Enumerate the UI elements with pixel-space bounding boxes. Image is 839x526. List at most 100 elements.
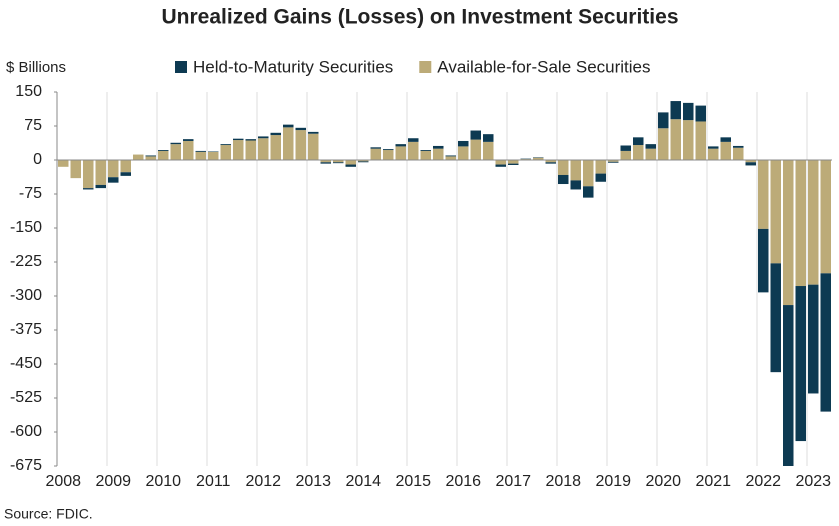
bar-segment [733,145,744,148]
bar-segment [170,144,181,160]
bar-segment [95,160,106,185]
bar-segment [745,162,756,166]
y-tick-label: -75 [19,185,42,202]
bar-segment [58,160,69,167]
bar-segment [570,160,581,181]
bar-segment [245,139,256,141]
legend-swatch [175,61,187,73]
bar-segment [470,139,481,160]
bar-segment [770,160,781,264]
bar-segment [370,147,381,149]
bar-segment [783,160,794,306]
bar-segment [270,135,281,160]
x-tick-label: 2022 [745,473,781,490]
bar-segment [695,121,706,160]
y-tick-label: 75 [24,117,42,134]
bar-segment [808,284,819,394]
bar-segment [745,160,756,163]
y-axis-label: $ Billions [6,59,66,76]
bar-segment [758,160,769,229]
bar-segment [620,145,631,151]
y-tick-label: 0 [33,151,42,168]
bar-segment [620,150,631,160]
x-tick-label: 2012 [245,473,281,490]
bar-segment [195,151,206,160]
bar-segment [320,162,331,164]
bar-segment [158,150,169,160]
x-tick-label: 2020 [645,473,681,490]
bar-segment [733,147,744,160]
bar-segment [370,148,381,160]
bar-segment [670,101,681,120]
bar-segment [108,160,119,178]
bar-segment [645,144,656,149]
bar-segment [770,263,781,373]
x-tick-label: 2019 [595,473,631,490]
bar-segment [183,139,194,141]
bar-segment [795,286,806,442]
bar-segment [545,162,556,164]
bar-segment [333,160,344,163]
bar-segment [295,130,306,160]
source: Source: FDIC. [4,506,93,522]
x-tick-label: 2021 [695,473,731,490]
y-tick-label: -450 [10,355,42,372]
bar-segment [445,156,456,160]
bar-segment [495,160,506,165]
bar-segment [83,188,94,190]
bar-segment [720,137,731,142]
bar-segment [595,173,606,182]
x-tick-label: 2011 [196,473,231,490]
x-tick-label: 2010 [145,473,181,490]
bar-segment [195,150,206,152]
bar-segment [345,164,356,167]
bar-segment [820,273,831,412]
y-tick-label: -225 [10,253,42,270]
bar-segment [645,148,656,160]
bar-segment [383,150,394,160]
bar-segment [483,134,494,142]
bar-segment [358,161,369,163]
bar-segment [158,150,169,151]
bar-segment [433,145,444,149]
bar-segment [408,138,419,142]
bar-segment [208,151,219,160]
bar-segment [808,160,819,285]
bar-segment [295,127,306,131]
bar-segment [533,157,544,160]
bar-segment [333,162,344,164]
bar-segment [245,140,256,160]
y-tick-label: -675 [10,457,42,474]
bar-segment [658,112,669,129]
bar-segment [145,155,156,157]
bar-segment [545,160,556,163]
bar-segment [708,148,719,160]
bar-segment [120,160,131,173]
bar-segment [583,186,594,198]
x-tick-label: 2017 [495,473,531,490]
bar-segment [258,138,269,160]
bar-segment [570,180,581,190]
bar-segment [658,128,669,160]
bar-segment [633,145,644,160]
legend-label: Available-for-Sale Securities [437,57,650,76]
bar-segment [508,160,519,164]
bar-segment [420,150,431,160]
x-tick-label: 2013 [295,473,331,490]
bar-segment [608,161,619,163]
bar-segment [220,145,231,160]
bar-segment [70,160,81,179]
bar-segment [395,144,406,147]
y-tick-label: -375 [10,321,42,338]
bar-segment [495,164,506,167]
bar-segment [783,305,794,466]
bar-segment [683,120,694,160]
bar-segment [233,138,244,141]
bar-segment [795,160,806,287]
x-tick-label: 2018 [545,473,581,490]
x-tick-label: 2009 [95,473,131,490]
bar-segment [120,172,131,176]
bar-segment [633,137,644,146]
bar-segment [183,140,194,160]
